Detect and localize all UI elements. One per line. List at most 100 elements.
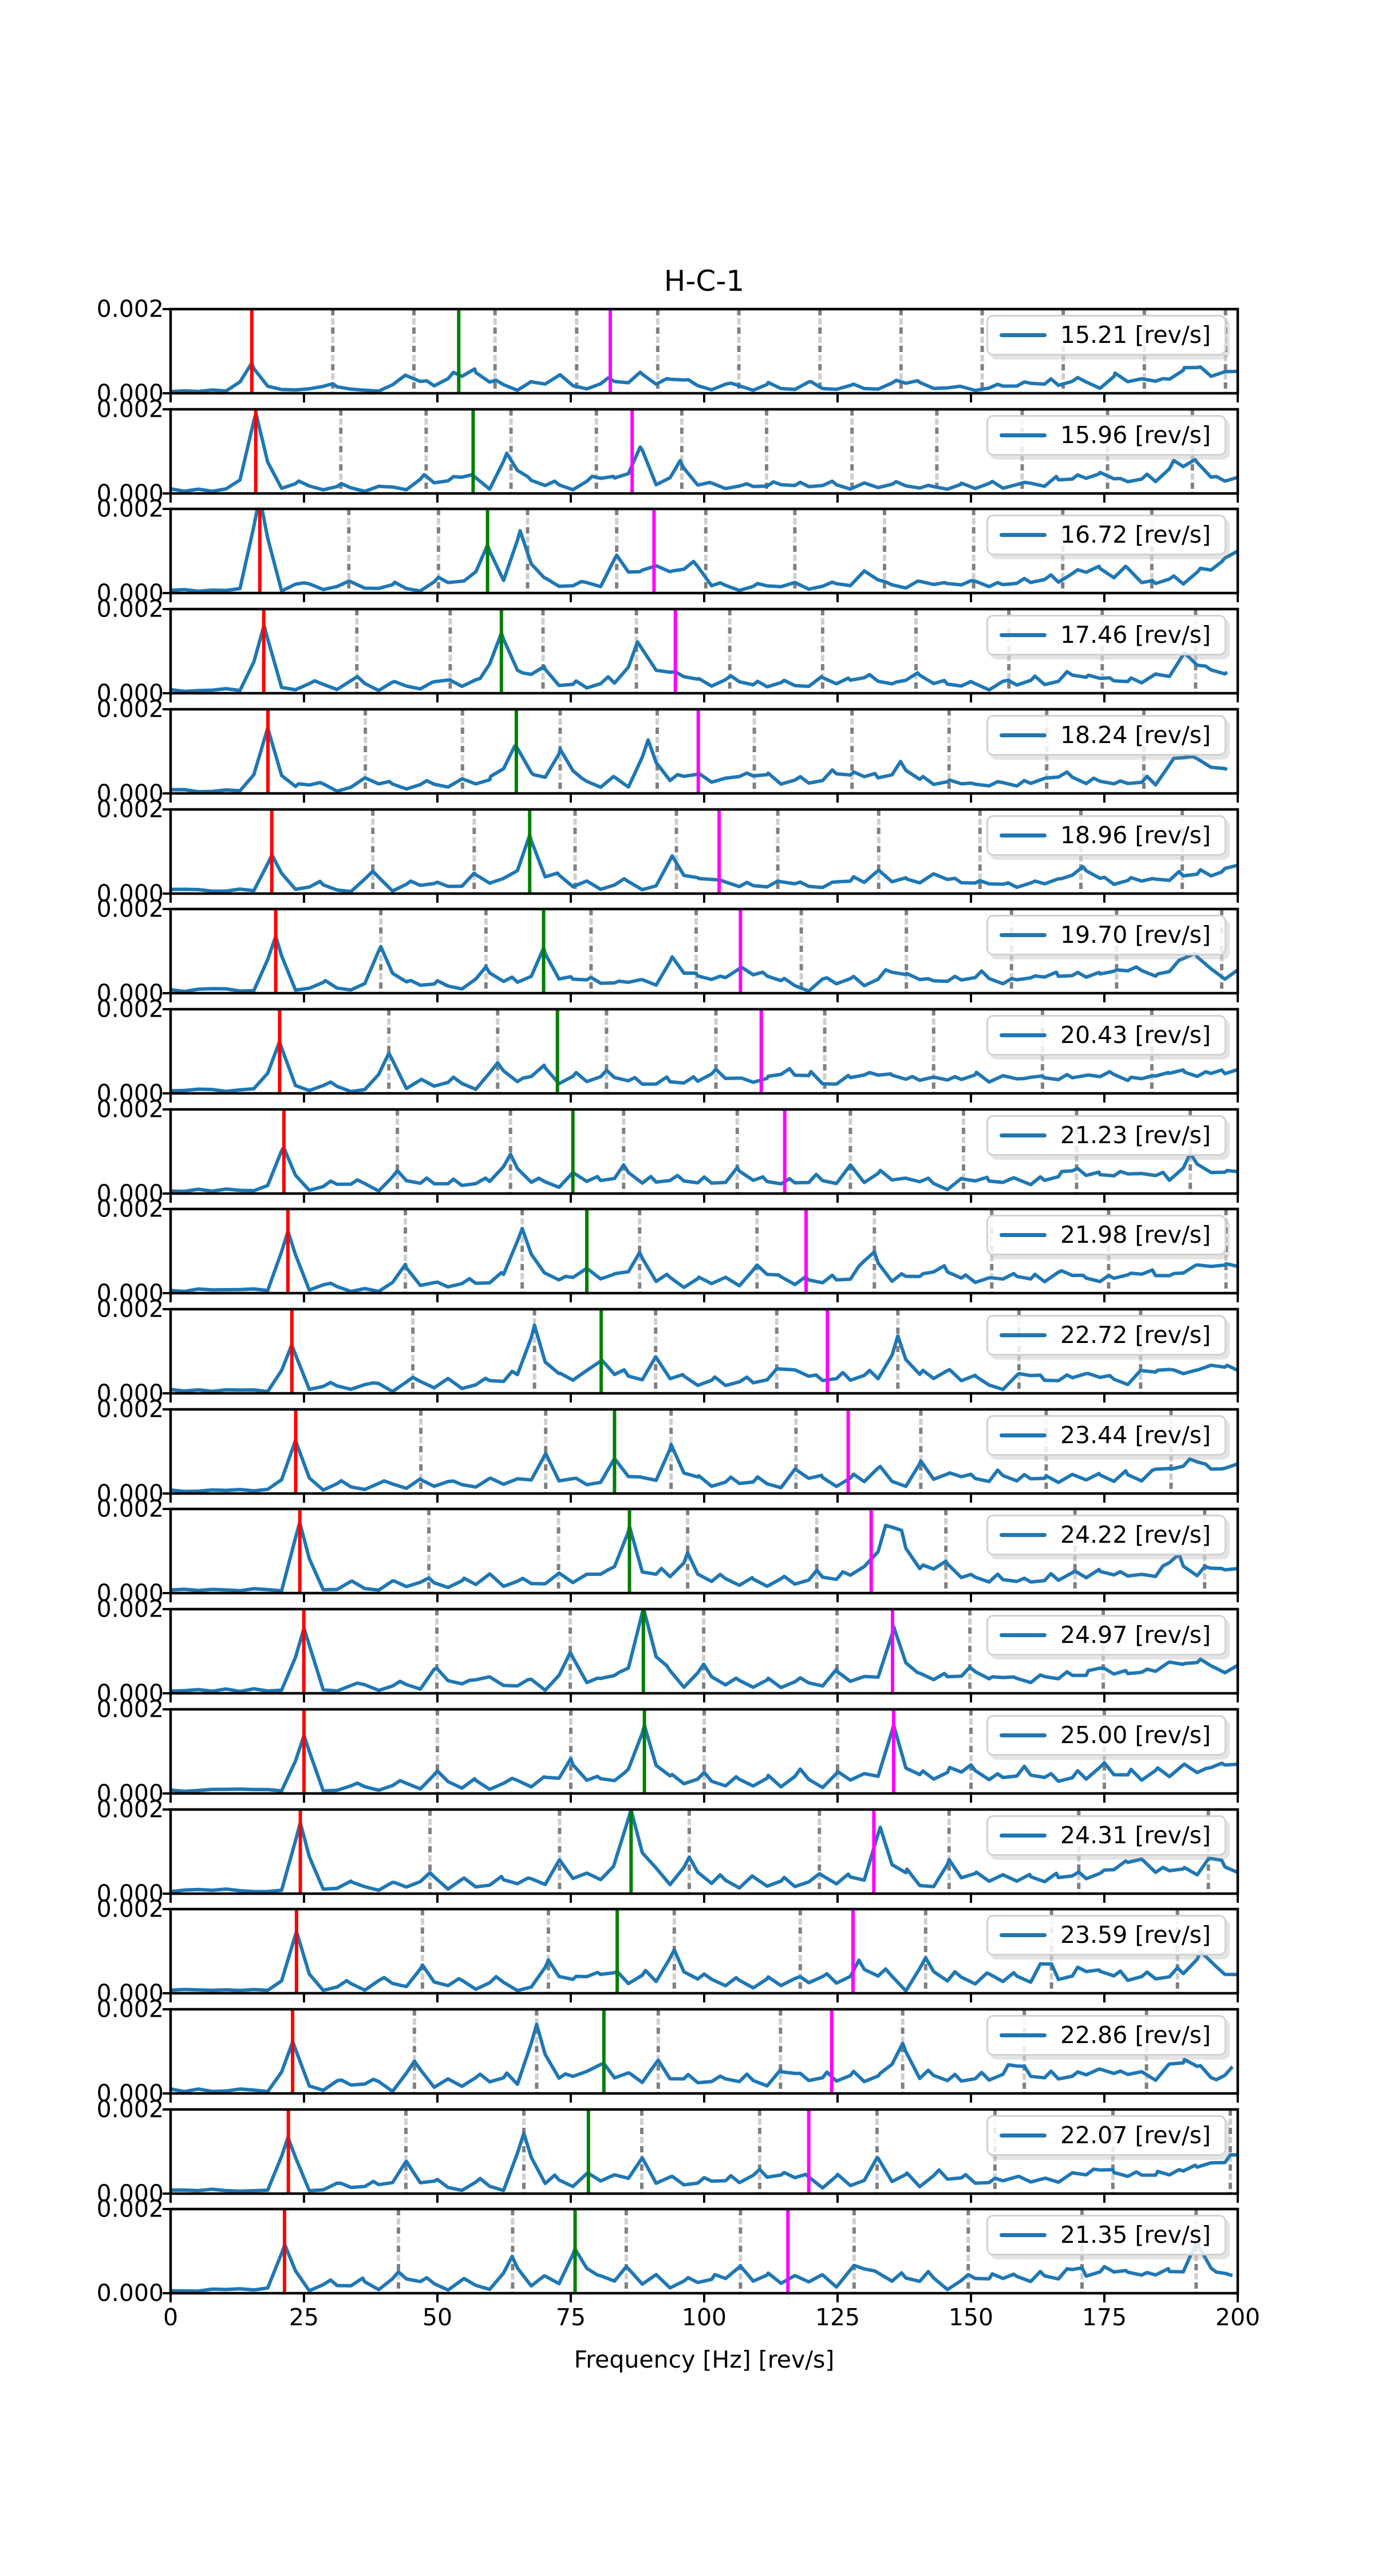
legend-line-sample — [999, 733, 1047, 737]
spectrum-curve — [171, 1609, 1238, 1693]
spectrum-curve — [171, 1227, 1238, 1294]
legend: 22.72 [rev/s] — [986, 1315, 1226, 1356]
legend-label: 18.24 [rev/s] — [1060, 721, 1211, 749]
subplot-18: 22.86 [rev/s] — [163, 2008, 1239, 2103]
y-tick-label-top: 0.002 — [96, 1295, 164, 1323]
y-tick-label-bottom: 0.000 — [96, 1679, 164, 1707]
y-tick-label-bottom: 0.000 — [96, 1479, 164, 1507]
legend-label: 24.31 [rev/s] — [1060, 1821, 1211, 1849]
legend-line-sample — [999, 2233, 1047, 2238]
x-tick-label: 200 — [1215, 2304, 1261, 2331]
y-tick-label-bottom: 0.000 — [96, 779, 164, 807]
legend-line-sample — [999, 2033, 1047, 2037]
subplot-12: 23.44 [rev/s] — [163, 1408, 1239, 1503]
y-tick-label-bottom: 0.000 — [96, 579, 164, 607]
y-tick-label-top: 0.002 — [96, 295, 164, 323]
y-tick-label-bottom: 0.000 — [96, 1779, 164, 1807]
subplot-1: 15.21 [rev/s] — [163, 307, 1239, 402]
y-tick-label-bottom: 0.000 — [96, 679, 164, 707]
legend: 22.07 [rev/s] — [986, 2115, 1226, 2156]
subplot-7: 19.70 [rev/s] — [163, 907, 1239, 1003]
subplot-4: 17.46 [rev/s] — [163, 607, 1239, 703]
subplot-2: 15.96 [rev/s] — [163, 408, 1239, 503]
y-tick-label-bottom: 0.000 — [96, 1579, 164, 1607]
legend-label: 23.44 [rev/s] — [1060, 1421, 1211, 1449]
legend: 15.96 [rev/s] — [986, 414, 1226, 456]
y-tick-label-bottom: 0.000 — [96, 1979, 164, 2007]
legend-line-sample — [999, 833, 1047, 837]
spectrum-curve — [171, 1040, 1238, 1093]
legend: 24.97 [rev/s] — [986, 1615, 1226, 1656]
legend-label: 15.96 [rev/s] — [1060, 421, 1211, 449]
y-tick-label-top: 0.002 — [96, 395, 164, 423]
x-axis-label: Frequency [Hz] [rev/s] — [574, 2346, 835, 2373]
subplot-16: 24.31 [rev/s] — [163, 1808, 1239, 1903]
subplot-3: 16.72 [rev/s] — [163, 508, 1239, 603]
subplot-9: 21.23 [rev/s] — [163, 1108, 1239, 1203]
spectrum-curve — [171, 1930, 1238, 1993]
y-tick-label-top: 0.002 — [96, 2095, 164, 2123]
y-tick-label-top: 0.002 — [96, 1395, 164, 1423]
legend-label: 24.97 [rev/s] — [1060, 1621, 1211, 1649]
y-tick-label-bottom: 0.000 — [96, 1879, 164, 1907]
y-tick-label-bottom: 0.000 — [96, 1379, 164, 1407]
x-tick-label: 50 — [422, 2304, 453, 2331]
y-tick-label-bottom: 0.000 — [96, 2179, 164, 2207]
legend-line-sample — [999, 533, 1047, 538]
y-tick-label-top: 0.002 — [96, 1495, 164, 1523]
x-tick-label: 25 — [289, 2304, 319, 2331]
legend-label: 22.72 [rev/s] — [1060, 1321, 1211, 1349]
subplot-20: 21.35 [rev/s] — [163, 2208, 1239, 2303]
legend-label: 21.23 [rev/s] — [1060, 1121, 1211, 1149]
spectrum-curve — [171, 1438, 1238, 1494]
legend: 17.46 [rev/s] — [986, 615, 1226, 656]
legend-line-sample — [999, 1733, 1047, 1737]
subplot-13: 24.22 [rev/s] — [163, 1508, 1239, 1603]
y-tick-label-top: 0.002 — [96, 795, 164, 823]
legend-line-sample — [999, 1333, 1047, 1337]
legend-label: 25.00 [rev/s] — [1060, 1721, 1211, 1749]
legend-line-sample — [999, 1633, 1047, 1638]
subplot-6: 18.96 [rev/s] — [163, 808, 1239, 903]
spectrum-curve — [171, 833, 1238, 893]
spectrum-curve — [171, 1723, 1238, 1793]
y-tick-label-bottom: 0.000 — [96, 2079, 164, 2107]
spectrum-curve — [171, 1145, 1238, 1193]
spectrum-curve — [171, 1809, 1238, 1893]
spectrum-curve — [171, 2022, 1234, 2093]
legend-line-sample — [999, 1533, 1047, 1538]
subplot-11: 22.72 [rev/s] — [163, 1307, 1239, 1402]
legend-line-sample — [999, 1133, 1047, 1137]
y-tick-label-bottom: 0.000 — [96, 1179, 164, 1207]
legend-label: 17.46 [rev/s] — [1060, 621, 1211, 649]
legend: 23.44 [rev/s] — [986, 1415, 1226, 1456]
x-tick-label: 175 — [1081, 2304, 1127, 2331]
legend-label: 20.43 [rev/s] — [1060, 1021, 1211, 1049]
y-tick-label-top: 0.002 — [96, 1195, 164, 1223]
legend-line-sample — [999, 1833, 1047, 1838]
legend-line-sample — [999, 933, 1047, 938]
legend-label: 21.35 [rev/s] — [1060, 2221, 1211, 2249]
y-tick-label-top: 0.002 — [96, 1095, 164, 1123]
y-tick-label-top: 0.002 — [96, 1695, 164, 1723]
legend-label: 15.21 [rev/s] — [1060, 321, 1211, 349]
x-tick-label: 75 — [555, 2304, 586, 2331]
subplot-17: 23.59 [rev/s] — [163, 1907, 1239, 2003]
legend-label: 16.72 [rev/s] — [1060, 521, 1211, 549]
spectrum-curve — [171, 361, 1238, 393]
subplot-15: 25.00 [rev/s] — [163, 1708, 1239, 1803]
legend-label: 18.96 [rev/s] — [1060, 821, 1211, 849]
spectrum-curve — [171, 623, 1229, 693]
legend: 16.72 [rev/s] — [986, 515, 1226, 556]
subplot-8: 20.43 [rev/s] — [163, 1008, 1239, 1103]
y-tick-label-top: 0.002 — [96, 995, 164, 1023]
x-tick-label: 0 — [163, 2304, 179, 2331]
y-tick-label-bottom: 0.000 — [96, 979, 164, 1007]
y-tick-label-top: 0.002 — [96, 1595, 164, 1623]
spectrum-curve — [171, 1520, 1238, 1593]
y-tick-label-top: 0.002 — [96, 1895, 164, 1923]
subplot-19: 22.07 [rev/s] — [163, 2108, 1239, 2203]
legend-label: 24.22 [rev/s] — [1060, 1521, 1211, 1549]
spectrum-curve — [171, 2131, 1238, 2193]
